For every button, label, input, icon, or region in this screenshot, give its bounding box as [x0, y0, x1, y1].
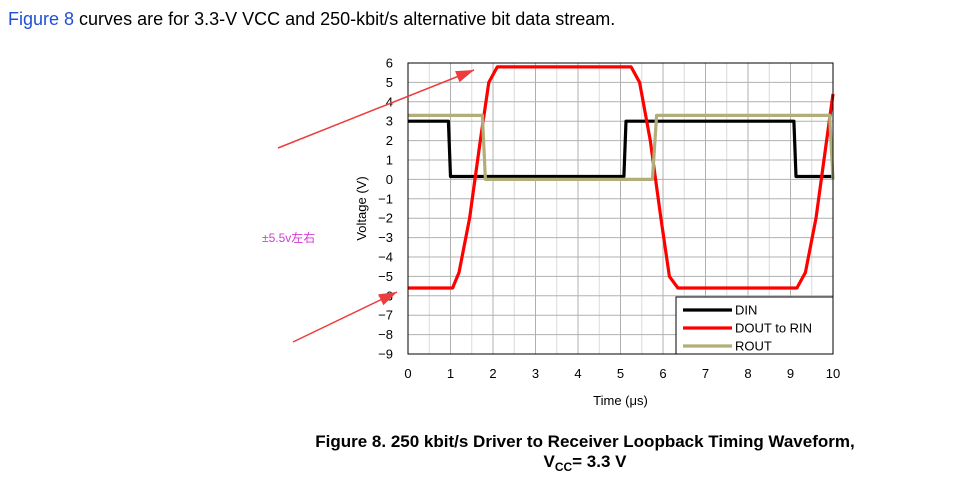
y-tick-label: 5	[386, 75, 393, 90]
legend-label: DOUT to RIN	[735, 321, 812, 336]
y-tick-label: −5	[378, 269, 393, 284]
caption-line-2: VCC= 3.3 V	[215, 452, 955, 477]
caption-line-1: Figure 8. 250 kbit/s Driver to Receiver …	[315, 432, 855, 451]
y-tick-label: −3	[378, 230, 393, 245]
y-tick-label: 1	[386, 153, 393, 168]
intro-sentence: Figure 8 curves are for 3.3-V VCC and 25…	[8, 9, 615, 30]
caption-v: V	[543, 452, 555, 471]
y-tick-label: −7	[378, 308, 393, 323]
y-tick-label: 6	[386, 56, 393, 71]
x-tick-labels: 0 1 2 3 4 5 6 7 8 9 10	[404, 366, 840, 381]
annotation-note: ±5.5v左右	[262, 231, 316, 245]
y-tick-label: −1	[378, 191, 393, 206]
figure-link[interactable]: Figure 8	[8, 9, 75, 29]
y-tick-label: 4	[386, 94, 393, 109]
x-tick-label: 9	[787, 366, 794, 381]
y-tick-label: −9	[378, 347, 393, 362]
y-tick-label: −2	[378, 211, 393, 226]
legend-label: DIN	[735, 303, 757, 318]
y-tick-label: −8	[378, 327, 393, 342]
y-tick-label: 3	[386, 114, 393, 129]
y-tick-label: 2	[386, 133, 393, 148]
annotation-arrowhead	[455, 70, 474, 83]
figure-caption: Figure 8. 250 kbit/s Driver to Receiver …	[215, 432, 955, 477]
x-tick-label: 7	[702, 366, 709, 381]
x-tick-label: 6	[659, 366, 666, 381]
y-tick-label: −4	[378, 250, 393, 265]
annotation-arrow-shaft	[292, 291, 398, 343]
x-tick-label: 4	[574, 366, 581, 381]
series-lines	[408, 65, 835, 290]
x-tick-label: 2	[489, 366, 496, 381]
series-line	[408, 113, 835, 181]
x-axis-label: Time (μs)	[593, 393, 648, 408]
intro-text: curves are for 3.3-V VCC and 250-kbit/s …	[74, 9, 616, 29]
plot-frame	[407, 62, 834, 355]
series-line	[408, 65, 835, 290]
x-tick-label: 1	[447, 366, 454, 381]
legend: DIN DOUT to RIN ROUT	[675, 296, 834, 355]
x-tick-label: 10	[826, 366, 840, 381]
annotation-arrowhead	[378, 292, 397, 306]
caption-sub: CC	[554, 460, 573, 474]
caption-rest: = 3.3 V	[572, 452, 627, 471]
legend-label: ROUT	[735, 339, 772, 354]
x-tick-label: 3	[532, 366, 539, 381]
annotation-arrow-shaft	[277, 69, 475, 149]
series-line	[408, 119, 833, 179]
x-tick-label: 0	[404, 366, 411, 381]
y-tick-label: 0	[386, 172, 393, 187]
x-tick-label: 8	[744, 366, 751, 381]
x-tick-label: 5	[617, 366, 624, 381]
y-axis-label: Voltage (V)	[354, 176, 369, 240]
annotation-arrows	[277, 69, 475, 343]
